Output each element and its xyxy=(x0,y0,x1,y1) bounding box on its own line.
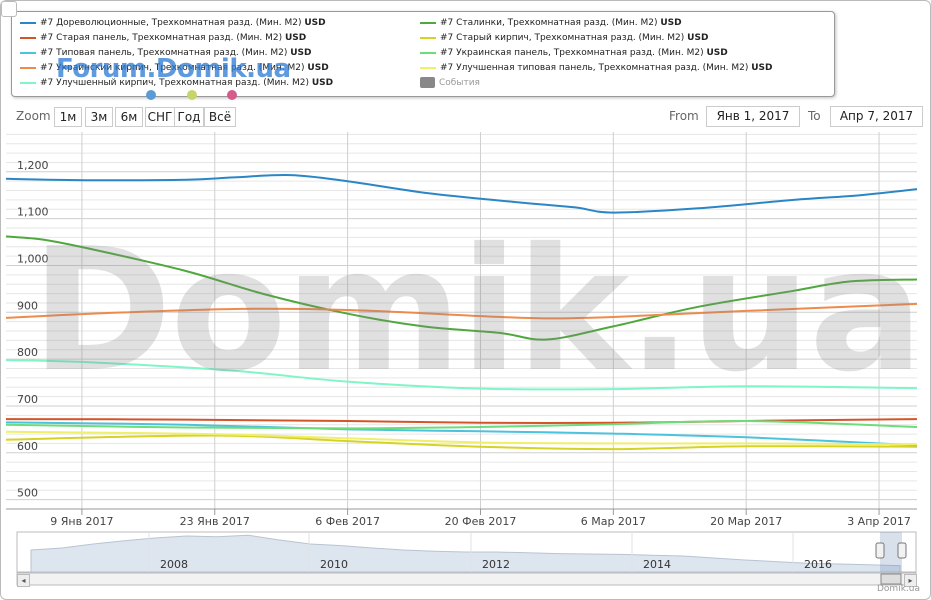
legend-unit: USD xyxy=(307,63,329,73)
legend-label: #7 Сталинки, Трехкомнатная разд. (Мин. М… xyxy=(440,18,661,28)
legend-unit: USD xyxy=(751,63,773,73)
x-tick-label: 6 Мар 2017 xyxy=(581,515,646,528)
scroll-right-arrow[interactable]: ▸ xyxy=(904,574,917,587)
legend-label: #7 Улучшенная типовая панель, Трехкомнат… xyxy=(440,63,752,73)
legend-swatch xyxy=(20,21,36,24)
navigator-year-label: 2008 xyxy=(160,558,188,571)
legend-item[interactable]: События xyxy=(420,76,480,90)
credit-label: Domik.ua xyxy=(877,584,920,594)
navigator-handle[interactable] xyxy=(875,542,885,559)
series-line xyxy=(5,235,918,341)
legend-label: #7 Украинский кирпич, Трехкомнатная разд… xyxy=(40,63,308,73)
to-date-input[interactable]: Апр 7, 2017 xyxy=(830,106,923,127)
navigator-year-label: 2010 xyxy=(320,558,348,571)
navigator-selection xyxy=(880,532,902,572)
watermark-dot-blue xyxy=(146,90,156,100)
series-line xyxy=(5,434,918,451)
y-tick-label: 1,100 xyxy=(17,206,49,219)
y-tick-label: 800 xyxy=(17,346,38,359)
navigator-series xyxy=(30,534,901,573)
legend-box xyxy=(420,77,435,88)
legend-item[interactable]: #7 Улучшенный кирпич, Трехкомнатная разд… xyxy=(20,76,333,90)
navigator-year-label: 2016 xyxy=(804,558,832,571)
series-line xyxy=(5,359,918,391)
watermark-dot-olive xyxy=(187,90,197,100)
y-tick-label: 500 xyxy=(17,487,38,500)
legend-swatch xyxy=(20,51,36,54)
y-tick-label: 1,000 xyxy=(17,252,49,265)
from-label: From xyxy=(669,109,699,123)
menu-tab[interactable] xyxy=(1,1,17,17)
navigator-handle[interactable] xyxy=(897,542,907,559)
legend-item[interactable]: #7 Старый кирпич, Трехкомнатная разд. (М… xyxy=(420,31,708,45)
x-tick-label: 20 Фев 2017 xyxy=(445,515,517,528)
x-tick-label: 3 Апр 2017 xyxy=(847,515,911,528)
y-tick-label: 700 xyxy=(17,393,38,406)
zoom-button-1m[interactable]: 1м xyxy=(54,107,82,127)
legend-swatch xyxy=(20,66,36,69)
x-tick-label: 6 Фев 2017 xyxy=(315,515,380,528)
series-line xyxy=(5,419,918,430)
navigator-year-label: 2014 xyxy=(643,558,671,571)
chart-legend: #7 Дореволюционные, Трехкомнатная разд. … xyxy=(11,11,835,97)
zoom-button-year[interactable]: Год xyxy=(174,107,204,127)
to-label: To xyxy=(808,109,821,123)
x-tick-label: 9 Янв 2017 xyxy=(50,515,113,528)
from-date-input[interactable]: Янв 1, 2017 xyxy=(706,106,800,127)
zoom-button-3m[interactable]: 3м xyxy=(85,107,113,127)
legend-unit: USD xyxy=(706,48,728,58)
legend-unit: USD xyxy=(660,18,682,28)
legend-item[interactable]: #7 Сталинки, Трехкомнатная разд. (Мин. М… xyxy=(420,16,682,30)
legend-swatch xyxy=(420,66,436,69)
legend-swatch xyxy=(20,81,36,84)
legend-unit: USD xyxy=(290,48,312,58)
legend-unit: USD xyxy=(304,18,326,28)
legend-swatch xyxy=(20,36,36,39)
legend-unit: USD xyxy=(687,33,709,43)
zoom-button-ytd[interactable]: СНГ xyxy=(145,107,175,127)
navigator-scrollbar xyxy=(16,572,917,586)
navigator-year-label: 2012 xyxy=(482,558,510,571)
legend-swatch xyxy=(420,21,436,24)
range-selector: Zoom 1м 3м 6м СНГ Год Всё From Янв 1, 20… xyxy=(1,105,930,129)
x-tick-label: 23 Янв 2017 xyxy=(180,515,250,528)
legend-label: #7 Старый кирпич, Трехкомнатная разд. (М… xyxy=(440,33,688,43)
x-tick-label: 20 Мар 2017 xyxy=(710,515,782,528)
series-line xyxy=(5,173,918,214)
legend-label: #7 Старая панель, Трехкомнатная разд. (М… xyxy=(40,33,285,43)
y-tick-label: 600 xyxy=(17,440,38,453)
legend-label: События xyxy=(439,78,480,88)
legend-swatch xyxy=(420,36,436,39)
legend-item[interactable]: #7 Старая панель, Трехкомнатная разд. (М… xyxy=(20,31,306,45)
legend-label: #7 Типовая панель, Трехкомнатная разд. (… xyxy=(40,48,291,58)
watermark-dot-pink xyxy=(227,90,237,100)
y-tick-label: 900 xyxy=(17,299,38,312)
legend-label: #7 Дореволюционные, Трехкомнатная разд. … xyxy=(40,18,305,28)
legend-swatch xyxy=(420,51,436,54)
legend-label: #7 Улучшенный кирпич, Трехкомнатная разд… xyxy=(40,78,312,88)
series-line xyxy=(5,430,918,446)
legend-item[interactable]: #7 Дореволюционные, Трехкомнатная разд. … xyxy=(20,16,326,30)
zoom-button-all[interactable]: Всё xyxy=(204,107,236,127)
legend-item[interactable]: #7 Украинская панель, Трехкомнатная разд… xyxy=(420,46,728,60)
legend-label: #7 Украинская панель, Трехкомнатная разд… xyxy=(440,48,707,58)
zoom-button-6m[interactable]: 6м xyxy=(115,107,143,127)
legend-unit: USD xyxy=(311,78,334,88)
forum-watermark: Forum.Domik.ua xyxy=(56,54,291,84)
scrollbar-thumb[interactable] xyxy=(880,573,902,585)
y-tick-label: 1,200 xyxy=(17,159,49,172)
legend-item[interactable]: #7 Украинский кирпич, Трехкомнатная разд… xyxy=(20,61,329,75)
series-line xyxy=(5,421,918,447)
legend-unit: USD xyxy=(284,33,307,43)
scroll-left-arrow[interactable]: ◂ xyxy=(17,574,30,587)
series-line xyxy=(5,302,918,320)
zoom-label: Zoom xyxy=(16,109,51,123)
legend-item[interactable]: #7 Улучшенная типовая панель, Трехкомнат… xyxy=(420,61,772,75)
legend-item[interactable]: #7 Типовая панель, Трехкомнатная разд. (… xyxy=(20,46,312,60)
